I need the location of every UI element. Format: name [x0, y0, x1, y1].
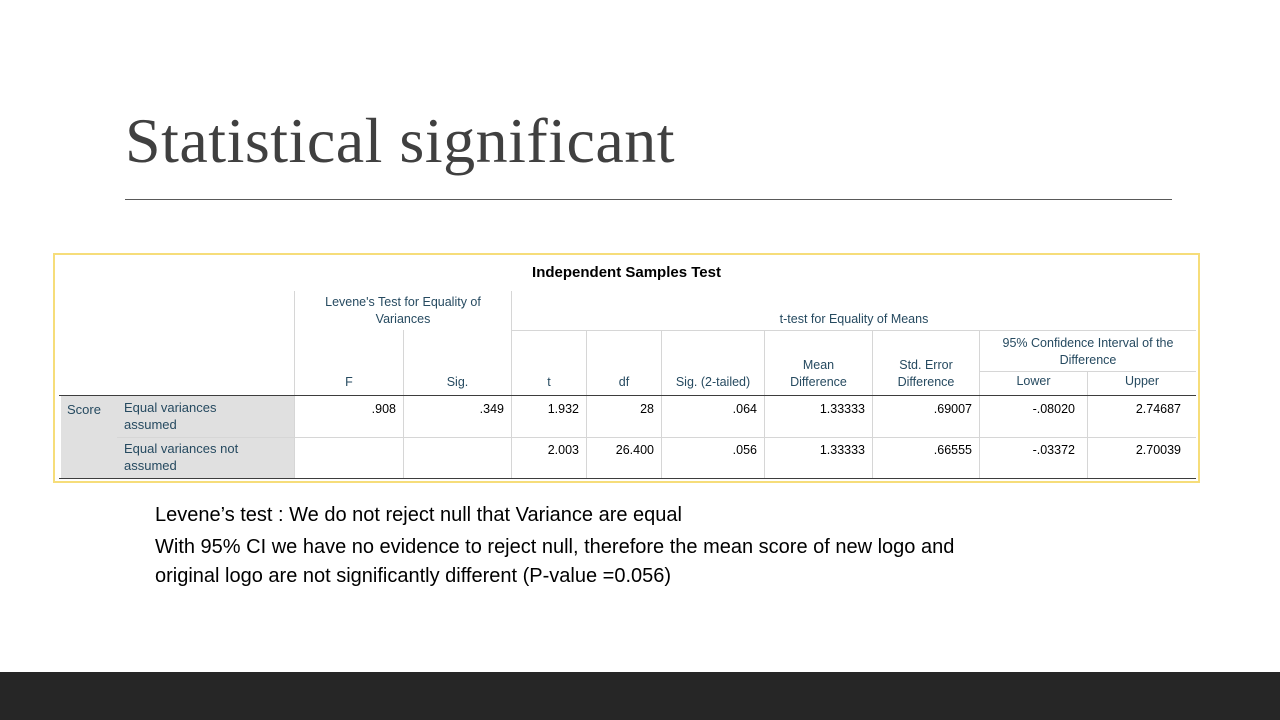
cell-t: 2.003 [547, 443, 579, 457]
col-header-line: Mean [802, 358, 835, 372]
grid-line [661, 330, 662, 478]
cell-lower: -.03372 [1032, 443, 1075, 457]
spss-output-table: Independent Samples Test Levene's Test f… [53, 253, 1200, 483]
grid-line [586, 330, 587, 478]
ci-conclusion-line-1: With 95% CI we have no evidence to rejec… [155, 536, 955, 558]
row-label-line: assumed [124, 417, 177, 432]
ttest-group-header: t-test for Equality of Means [779, 312, 929, 326]
slide-title: Statistical significant [125, 105, 676, 176]
row-header-bg-2 [61, 438, 295, 478]
cell-std-error-difference: .69007 [933, 402, 972, 416]
cell-f: .908 [371, 402, 396, 416]
levene-header-line: Levene's Test for Equality of [325, 295, 481, 309]
row-label-line: Equal variances [124, 400, 217, 415]
cell-df: 28 [640, 402, 654, 416]
cell-df: 26.400 [615, 443, 654, 457]
row-label-equal-variances-not-assumed: Equal variances not assumed [124, 440, 238, 474]
levene-conclusion: Levene’s test : We do not reject null th… [155, 504, 682, 526]
col-header-sig: Sig. [446, 375, 469, 389]
row-label-line: Equal variances not [124, 441, 239, 456]
col-header-lower: Lower [1016, 374, 1051, 388]
ci-header-line: Difference [1059, 353, 1117, 367]
table-title: Independent Samples Test [532, 264, 721, 281]
col-header-upper: Upper [1124, 374, 1160, 388]
grid-line [872, 330, 873, 478]
header-bottom-rule [59, 395, 1196, 396]
cell-std-error-difference: .66555 [933, 443, 972, 457]
col-header-std-error-difference: Std. Error Difference [873, 357, 979, 391]
row-label-equal-variances-assumed: Equal variances assumed [124, 399, 217, 433]
col-header-line: Difference [897, 375, 955, 389]
col-header-df: df [618, 375, 630, 389]
row-divider [117, 437, 1196, 438]
row-header-bg-1 [61, 396, 295, 438]
cell-sig: .349 [479, 402, 504, 416]
grid-line [511, 291, 512, 478]
grid-line [294, 291, 295, 478]
footer-bar [0, 672, 1280, 720]
col-header-line: Std. Error [899, 358, 953, 372]
grid-line [511, 330, 1196, 331]
col-header-mean-difference: Mean Difference [765, 357, 872, 391]
ci-header-line: 95% Confidence Interval of the [1002, 336, 1174, 350]
grid-line [979, 371, 1196, 372]
grid-line [979, 330, 980, 478]
grid-line [403, 330, 404, 478]
col-header-line: Difference [790, 375, 847, 389]
levene-header-line: Variances [375, 312, 431, 326]
ci-group-header: 95% Confidence Interval of the Differenc… [980, 335, 1196, 369]
col-header-f: F [345, 375, 353, 389]
cell-mean-difference: 1.33333 [819, 443, 865, 457]
grid-line [1087, 371, 1088, 478]
grid-line [764, 330, 765, 478]
cell-sig-2-tailed: .064 [732, 402, 757, 416]
ci-conclusion-line-2: original logo are not significantly diff… [155, 565, 672, 587]
levene-group-header: Levene's Test for Equality of Variances [295, 294, 511, 328]
cell-lower: -.08020 [1032, 402, 1075, 416]
cell-t: 1.932 [547, 402, 579, 416]
table-bottom-rule [59, 478, 1196, 479]
row-label-line: assumed [124, 458, 177, 473]
cell-sig-2-tailed: .056 [732, 443, 757, 457]
row-group-label: Score [67, 402, 101, 417]
col-header-t: t [547, 375, 551, 389]
title-divider [125, 199, 1172, 200]
cell-upper: 2.74687 [1135, 402, 1181, 416]
cell-mean-difference: 1.33333 [819, 402, 865, 416]
col-header-sig-2-tailed: Sig. (2-tailed) [675, 375, 751, 389]
cell-upper: 2.70039 [1135, 443, 1181, 457]
